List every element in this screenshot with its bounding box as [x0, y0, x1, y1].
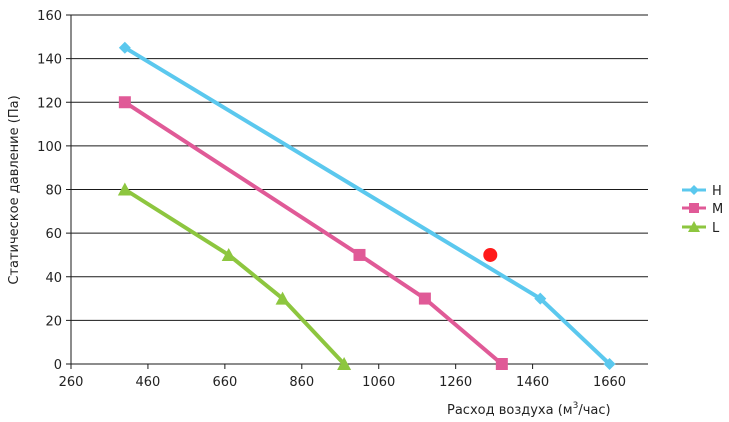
x-tick-label: 1060	[362, 375, 395, 390]
axes	[66, 14, 648, 369]
x-axis-title-tail: /час)	[578, 403, 610, 418]
legend-marker-m	[689, 203, 699, 213]
legend-item-h: H	[682, 184, 722, 199]
series-point-m	[418, 292, 431, 305]
series-point-l	[221, 247, 236, 261]
legend-label-m: M	[712, 202, 723, 217]
series-point-m	[118, 96, 131, 109]
markers	[117, 41, 616, 370]
x-tick-label: 260	[59, 375, 84, 390]
x-tick-label: 1260	[439, 375, 472, 390]
series-line-l	[122, 187, 347, 366]
series-point-m	[495, 358, 508, 370]
operating-point-marker	[483, 247, 498, 262]
legend-marker-h	[689, 185, 699, 195]
series-line-m	[122, 100, 504, 366]
series-point-h	[603, 358, 616, 370]
x-tick-labels: 260 460 660 860 1060 1260 1460 1660	[59, 375, 626, 390]
series-point-h	[118, 41, 131, 54]
x-tick-label: 460	[136, 375, 161, 390]
x-tick-label: 1460	[516, 375, 549, 390]
y-tick-label: 100	[37, 140, 62, 155]
x-tick-label: 660	[212, 375, 237, 390]
series-point-m	[353, 248, 366, 261]
y-tick-label: 120	[37, 96, 62, 111]
y-tick-labels: 0 20 40 60 80 100 120 140 160	[37, 9, 62, 373]
y-tick-label: 20	[45, 314, 62, 329]
y-tick-label: 40	[45, 271, 62, 286]
y-tick-label: 0	[54, 358, 62, 373]
y-tick-label: 160	[37, 9, 62, 24]
legend-marker-l	[688, 221, 700, 232]
x-axis-title-main: Расход воздуха (м	[447, 403, 573, 418]
x-tick-label: 1660	[593, 375, 626, 390]
series	[122, 45, 612, 366]
y-tick-label: 60	[45, 227, 62, 242]
series-point-h	[534, 292, 547, 305]
x-tick-label: 860	[289, 375, 314, 390]
y-tick-label: 80	[45, 184, 62, 199]
legend-label-h: H	[712, 184, 722, 199]
legend-item-l: L	[682, 221, 720, 236]
legend-item-m: M	[682, 202, 723, 217]
series-point-l	[275, 291, 290, 305]
legend: H M L	[682, 184, 723, 236]
y-axis-title: Статическое давление (Па)	[7, 95, 22, 284]
grid-lines	[71, 14, 648, 321]
x-axis-title-superscript: 3	[573, 401, 579, 411]
series-line-h	[122, 45, 612, 366]
legend-label-l: L	[712, 221, 720, 236]
y-tick-label: 140	[37, 53, 62, 68]
series-point-l	[337, 357, 352, 370]
series-point-l	[117, 182, 132, 196]
x-axis-title: Расход воздуха (м3/час)	[447, 401, 611, 418]
